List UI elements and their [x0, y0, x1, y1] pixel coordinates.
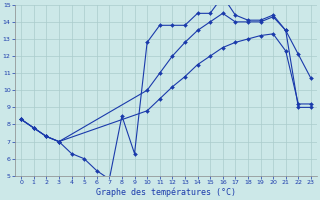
X-axis label: Graphe des températures (°C): Graphe des températures (°C) [96, 188, 236, 197]
